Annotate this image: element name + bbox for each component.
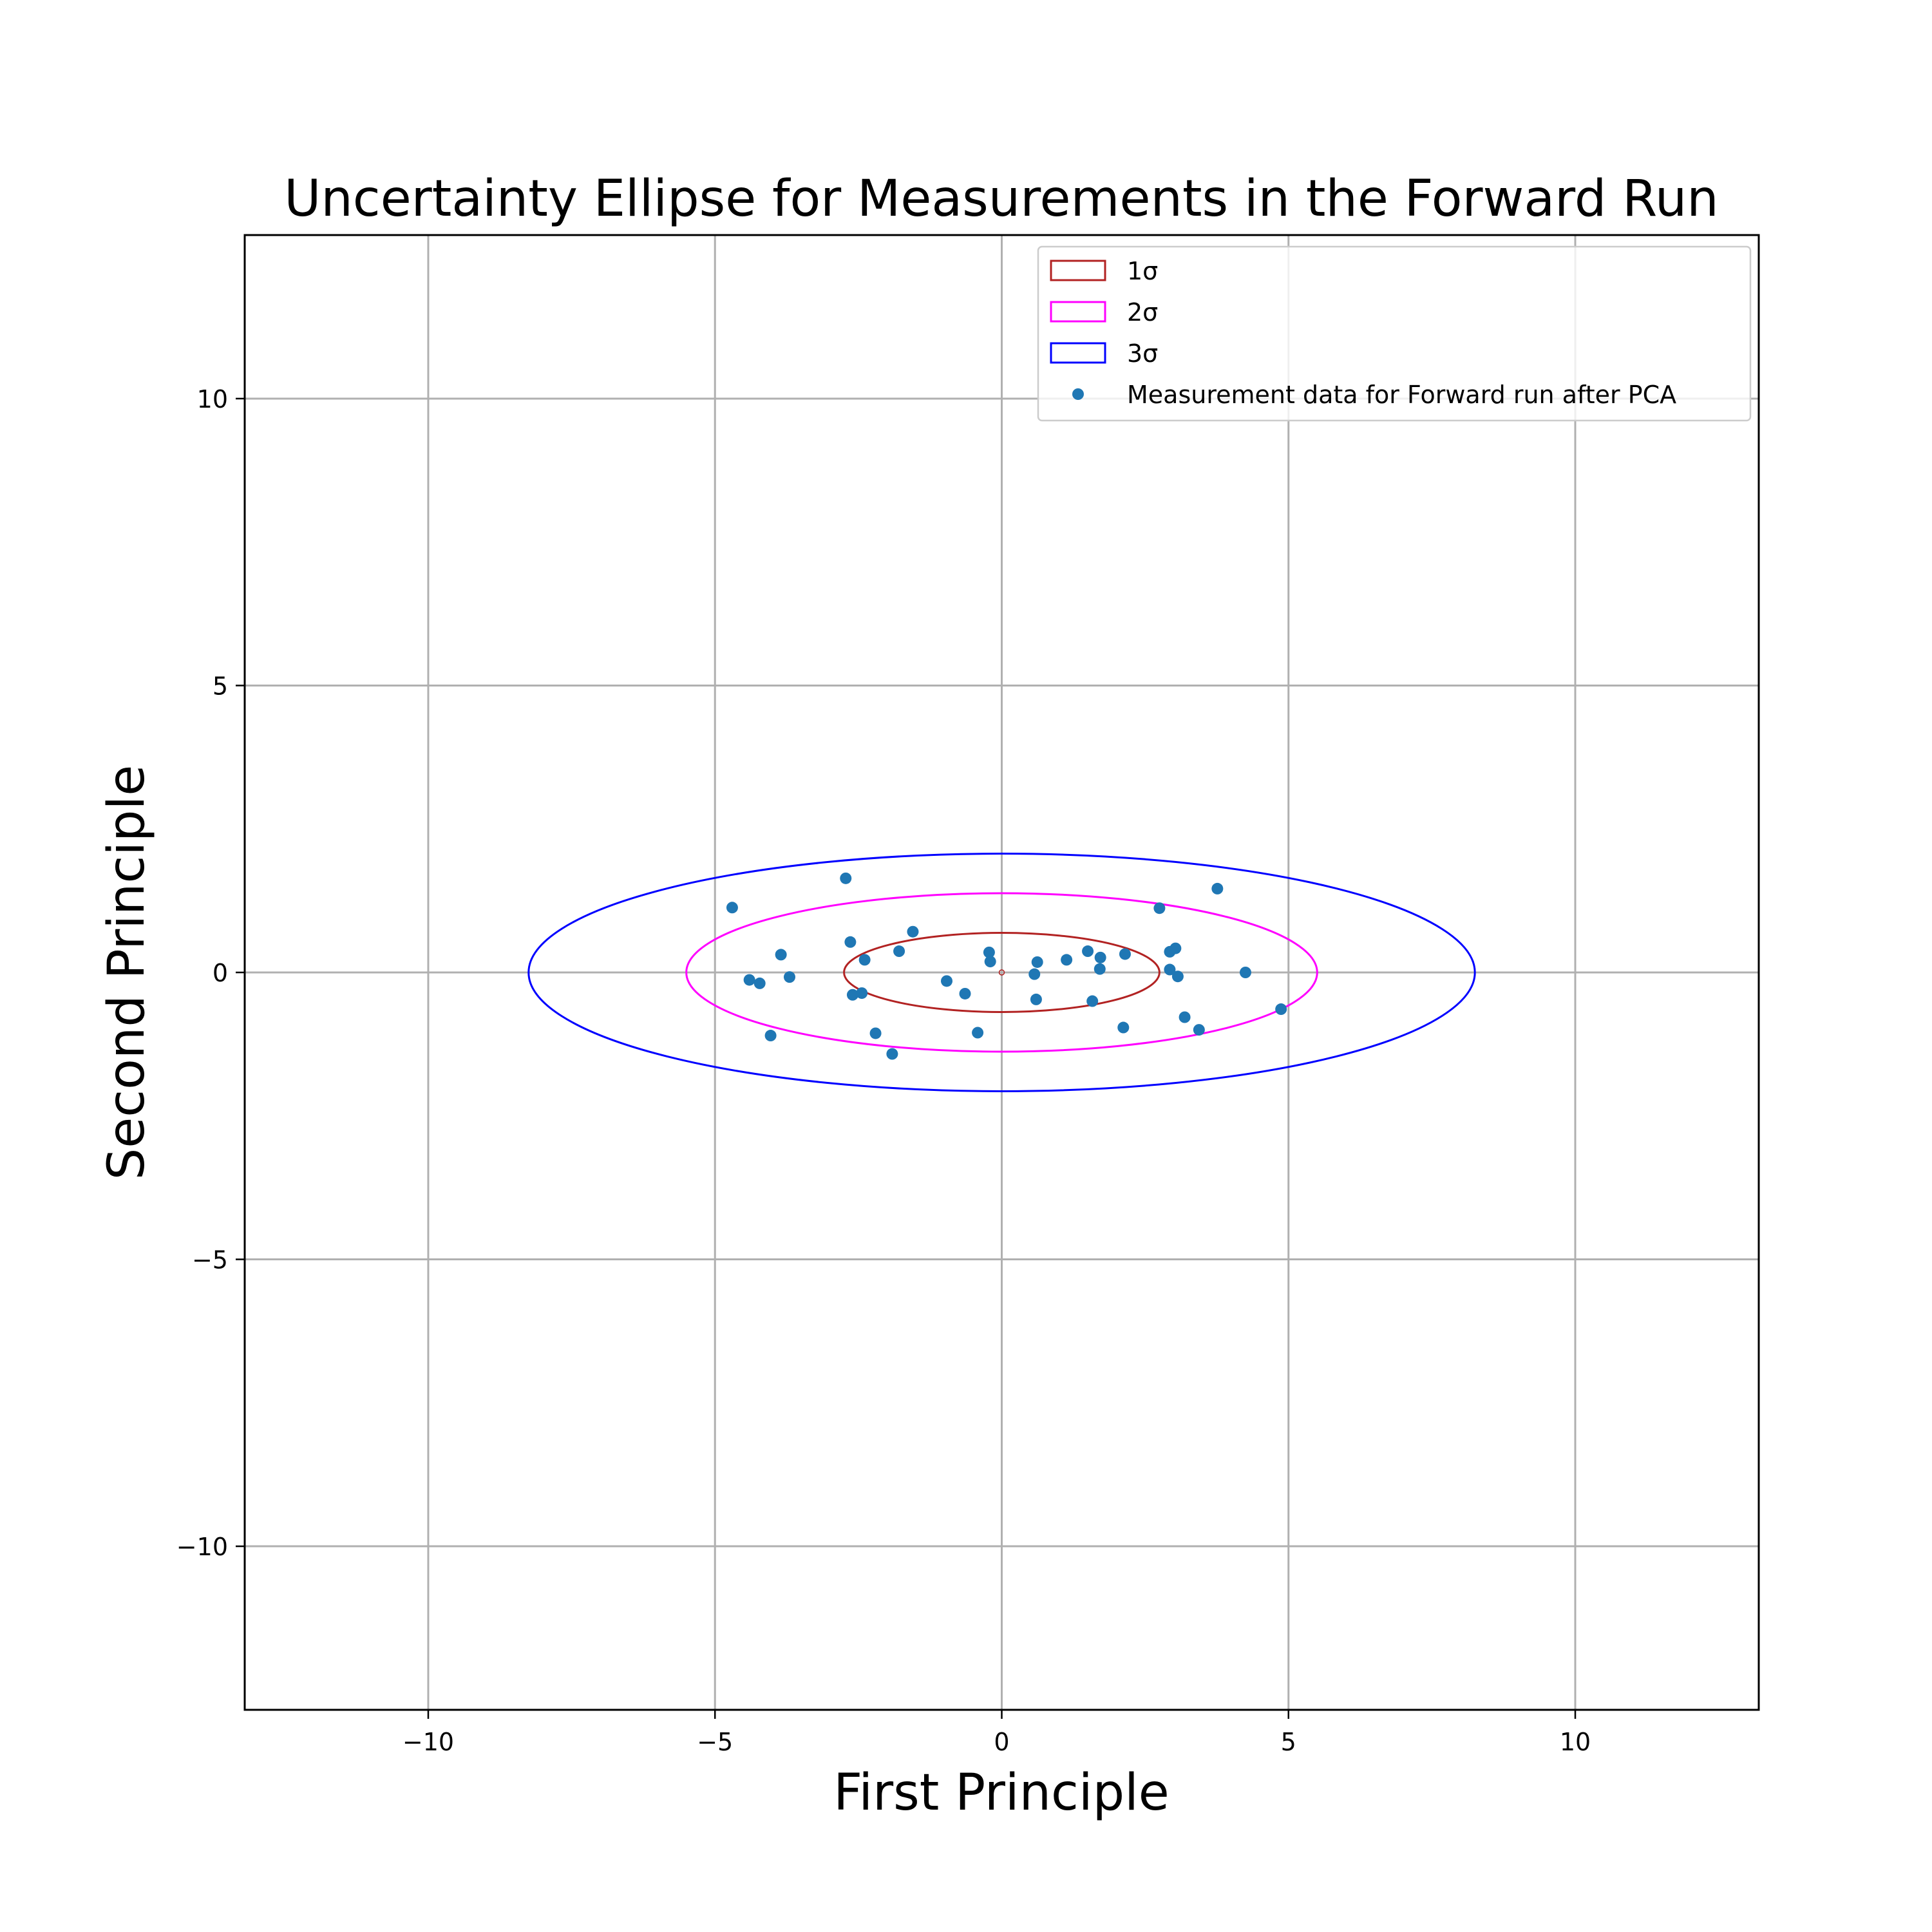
data-point bbox=[983, 946, 995, 958]
data-point bbox=[1119, 948, 1131, 960]
data-point bbox=[1211, 882, 1224, 895]
data-point bbox=[1170, 942, 1182, 954]
data-point bbox=[1171, 971, 1184, 983]
axis-ticks: −10 −5 0 5 10 −10 −5 0 5 10 bbox=[176, 385, 1591, 1756]
data-point bbox=[907, 925, 919, 938]
data-point bbox=[1028, 968, 1041, 980]
data-point bbox=[1082, 945, 1094, 958]
data-point bbox=[1094, 951, 1106, 963]
data-point bbox=[1179, 1011, 1191, 1023]
data-point bbox=[869, 1027, 882, 1039]
data-point bbox=[886, 1048, 898, 1060]
data-point bbox=[784, 971, 796, 983]
ellipse-1sigma bbox=[843, 932, 1160, 1013]
data-point bbox=[726, 902, 738, 914]
legend-marker bbox=[1072, 388, 1084, 400]
data-point bbox=[844, 936, 857, 948]
data-point bbox=[858, 954, 871, 966]
data-point bbox=[984, 956, 996, 968]
legend-box bbox=[1037, 245, 1752, 422]
data-point bbox=[1164, 963, 1176, 976]
legend-label: 3σ bbox=[1127, 339, 1158, 368]
grid bbox=[245, 235, 1759, 1710]
y-axis-label: Second Principle bbox=[98, 765, 156, 1180]
chart-title: Uncertainty Ellipse for Measurements in … bbox=[284, 170, 1718, 228]
legend: 1σ 2σ 3σ Measurement data for Forward run a… bbox=[1037, 245, 1752, 422]
legend-label: Measurement data for Forward run after P… bbox=[1127, 381, 1676, 409]
data-point bbox=[846, 989, 858, 1001]
data-point bbox=[893, 945, 905, 958]
legend-swatch bbox=[1050, 260, 1106, 281]
data-point bbox=[1030, 993, 1042, 1005]
y-tick-label: −5 bbox=[192, 1246, 228, 1274]
data-point bbox=[1086, 995, 1099, 1007]
data-point bbox=[941, 975, 953, 987]
x-tick-label: 0 bbox=[994, 1728, 1009, 1756]
legend-swatch bbox=[1050, 301, 1106, 323]
x-tick-label: 10 bbox=[1560, 1728, 1591, 1756]
data-point bbox=[1275, 1003, 1287, 1016]
data-point bbox=[753, 977, 766, 989]
data-point bbox=[1193, 1024, 1205, 1036]
legend-label: 2σ bbox=[1127, 298, 1158, 327]
data-point bbox=[764, 1030, 777, 1042]
data-point bbox=[840, 872, 852, 884]
measurement-points bbox=[726, 872, 1287, 1060]
x-tick-label: −5 bbox=[697, 1728, 733, 1756]
x-axis-label: First Principle bbox=[833, 1764, 1170, 1822]
legend-swatch bbox=[1050, 342, 1106, 364]
y-tick-label: 10 bbox=[197, 385, 228, 413]
y-tick-label: 5 bbox=[213, 672, 228, 700]
ellipse-center-marker bbox=[998, 969, 1005, 976]
data-point bbox=[1153, 902, 1166, 914]
data-point bbox=[856, 987, 868, 999]
data-point bbox=[1117, 1021, 1130, 1034]
legend-label: 1σ bbox=[1127, 257, 1158, 285]
x-tick-label: 5 bbox=[1281, 1728, 1296, 1756]
data-point bbox=[1094, 963, 1106, 975]
data-point bbox=[775, 949, 787, 961]
data-point bbox=[743, 974, 755, 986]
data-point bbox=[972, 1027, 984, 1039]
data-point bbox=[1061, 954, 1073, 966]
ellipse-2sigma bbox=[685, 892, 1318, 1053]
y-tick-label: −10 bbox=[176, 1533, 228, 1561]
data-point bbox=[1031, 956, 1043, 968]
uncertainty-ellipses bbox=[527, 853, 1476, 1092]
data-point bbox=[1239, 967, 1251, 978]
x-tick-label: −10 bbox=[402, 1728, 454, 1756]
ellipse-3sigma bbox=[527, 853, 1476, 1092]
data-point bbox=[959, 987, 971, 999]
y-tick-label: 0 bbox=[213, 959, 228, 987]
